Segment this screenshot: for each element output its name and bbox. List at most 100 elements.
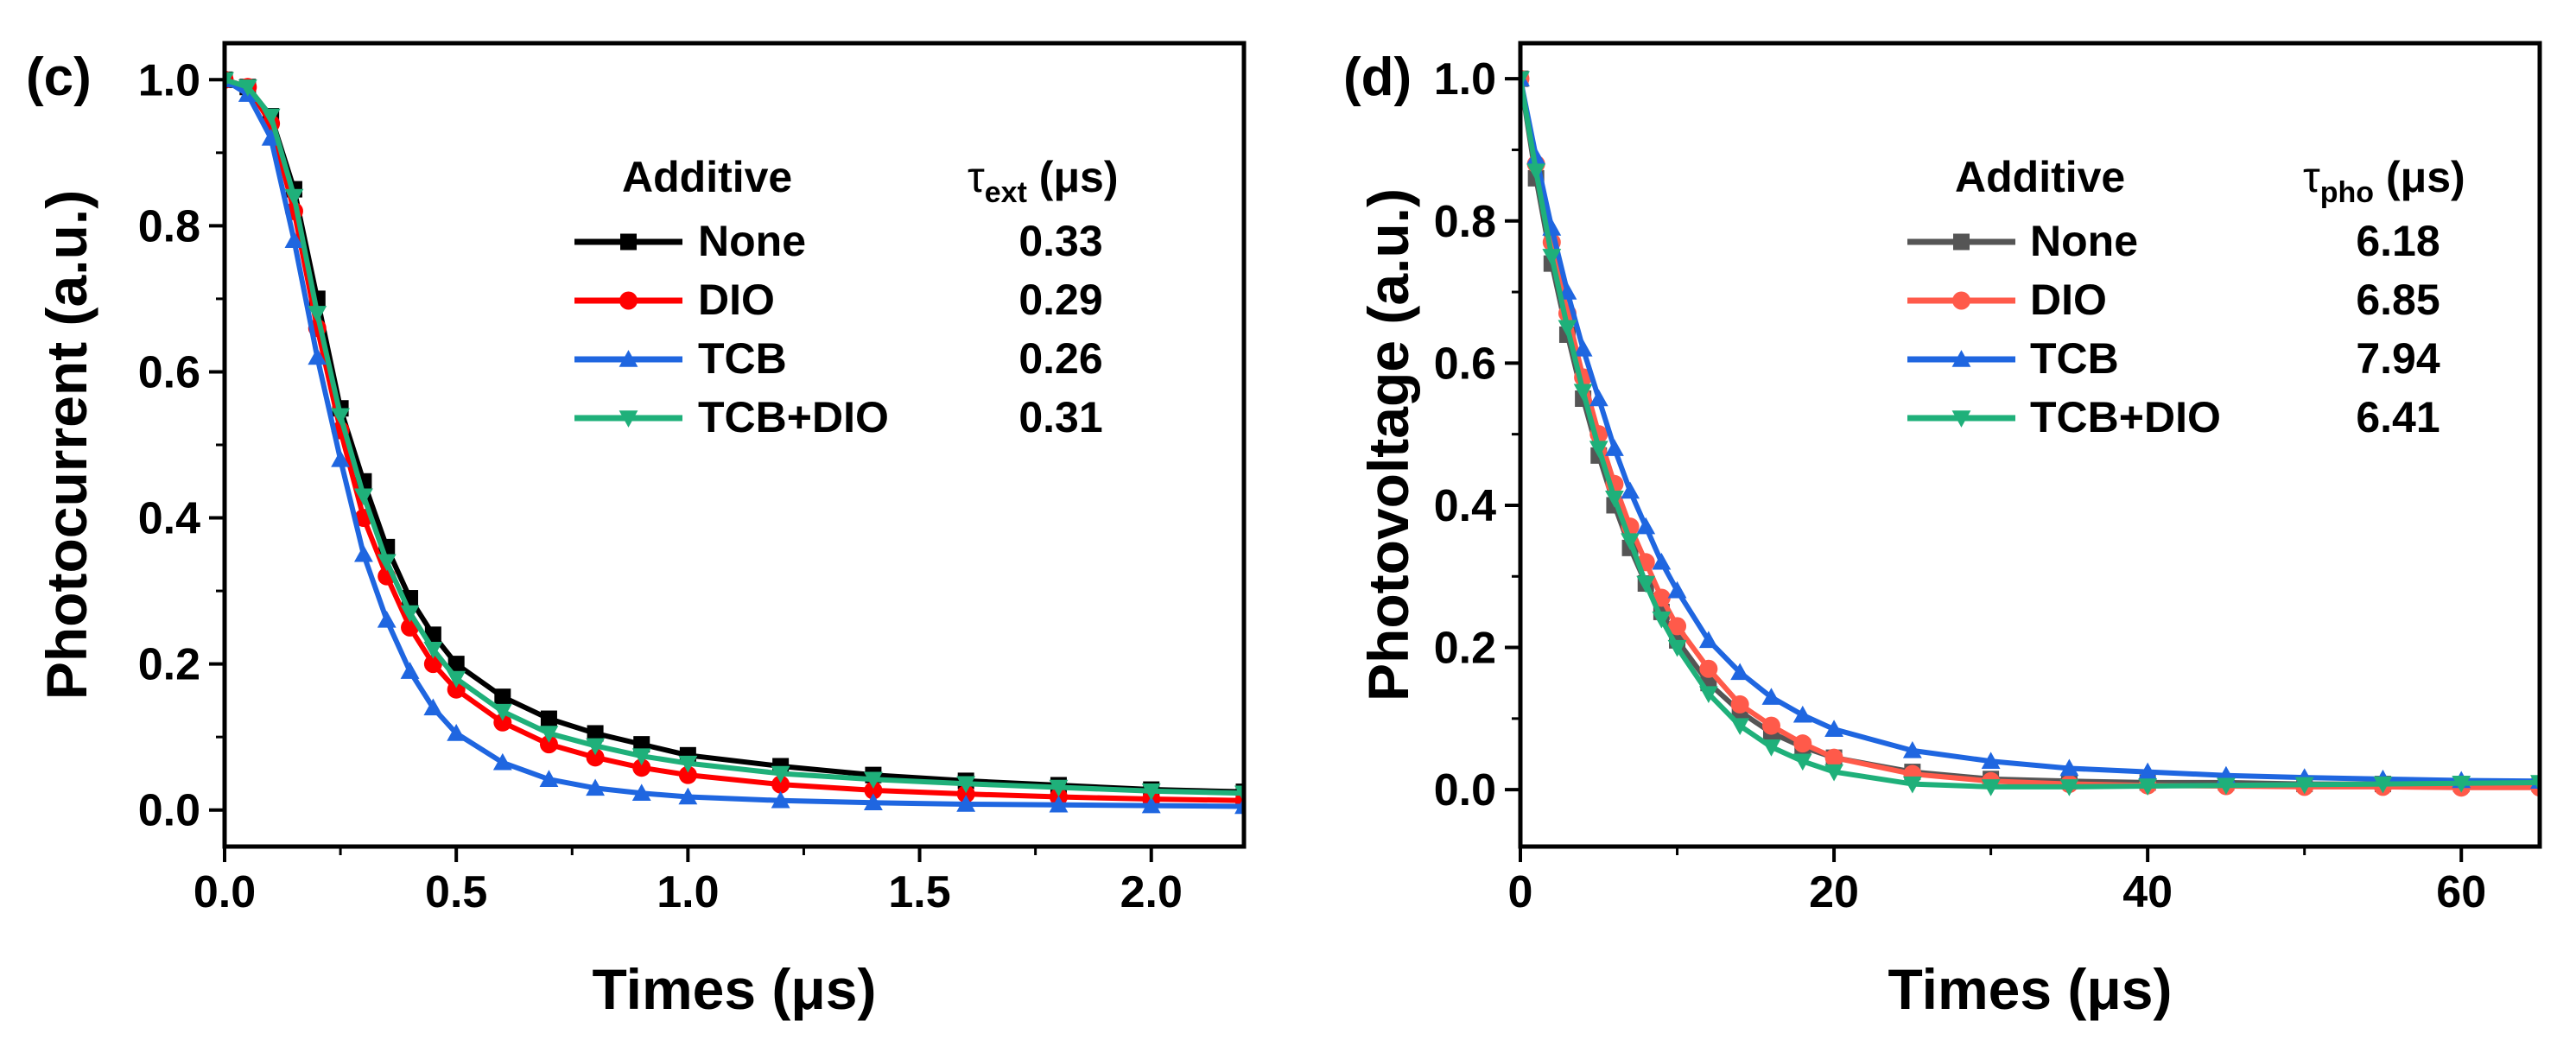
data-point bbox=[331, 449, 351, 467]
data-point bbox=[1793, 734, 1812, 753]
data-point bbox=[1981, 752, 2001, 769]
legend-swatch-marker bbox=[1952, 291, 1970, 310]
data-point bbox=[631, 783, 651, 802]
legend-value: 0.31 bbox=[1018, 393, 1102, 441]
x-tick-label: 40 bbox=[2122, 867, 2173, 917]
data-point bbox=[1730, 718, 1750, 736]
data-point bbox=[353, 488, 373, 506]
legend-value-header: τpho (μs) bbox=[2303, 153, 2465, 209]
series-tcb-dio bbox=[225, 72, 1244, 803]
data-point bbox=[1526, 163, 1546, 181]
legend-swatch-marker bbox=[1951, 410, 1971, 428]
data-point bbox=[377, 610, 397, 628]
data-point bbox=[493, 713, 512, 732]
data-point bbox=[1573, 384, 1593, 402]
series-tcb bbox=[225, 70, 1244, 815]
data-point bbox=[2059, 758, 2079, 777]
panel-label: (c) bbox=[26, 48, 92, 107]
y-tick-label: 0.8 bbox=[1434, 197, 1496, 247]
data-point bbox=[447, 680, 466, 699]
legend-entry: TCB+DIO 0.31 bbox=[574, 393, 1103, 441]
y-tick-label: 0.4 bbox=[138, 494, 200, 544]
legend-value: 6.18 bbox=[2356, 217, 2440, 265]
data-point bbox=[2294, 777, 2314, 795]
data-point bbox=[1049, 779, 1069, 797]
x-tick-label: 60 bbox=[2436, 867, 2486, 917]
x-tick-label: 2.0 bbox=[1120, 867, 1183, 917]
data-point bbox=[1792, 705, 1812, 723]
y-tick-label: 0.0 bbox=[138, 786, 200, 836]
y-tick-label: 0.6 bbox=[1434, 339, 1496, 389]
legend-label: TCB+DIO bbox=[698, 393, 889, 441]
plot-frame bbox=[1518, 41, 2542, 849]
data-point bbox=[494, 688, 511, 706]
data-point bbox=[447, 656, 465, 673]
data-point bbox=[539, 726, 559, 743]
y-tick-label: 0.2 bbox=[138, 640, 200, 690]
data-point bbox=[1902, 776, 1922, 794]
data-point bbox=[956, 784, 975, 803]
y-axis-title: Photovoltage (a.u.) bbox=[1356, 188, 1420, 701]
plot-frame bbox=[222, 41, 1247, 849]
legend-swatch-marker bbox=[619, 410, 638, 428]
x-tick-label: 0.5 bbox=[425, 867, 487, 917]
legend-label: TCB bbox=[2030, 334, 2119, 383]
data-point bbox=[1902, 740, 1922, 758]
data-point bbox=[1667, 580, 1687, 599]
legend-header-symbol: τ bbox=[968, 153, 985, 201]
data-point bbox=[2373, 776, 2393, 794]
data-point bbox=[1761, 739, 1781, 757]
data-point bbox=[1049, 795, 1069, 813]
y-tick-label: 0.6 bbox=[138, 347, 200, 397]
legend-header-symbol: τ bbox=[2303, 153, 2320, 201]
data-point bbox=[539, 770, 559, 787]
data-point bbox=[261, 108, 281, 126]
data-point bbox=[492, 752, 512, 771]
legend-title: Additive bbox=[622, 153, 792, 201]
legend-value: 7.94 bbox=[2356, 334, 2440, 383]
data-point bbox=[1141, 783, 1161, 801]
data-point bbox=[863, 793, 883, 811]
data-point bbox=[1981, 779, 2001, 796]
data-point bbox=[771, 790, 790, 809]
data-point bbox=[308, 347, 327, 365]
x-axis-title: Times (μs) bbox=[593, 957, 877, 1021]
data-point bbox=[1604, 439, 1624, 456]
data-point bbox=[1824, 720, 1844, 737]
legend-value: 6.41 bbox=[2356, 393, 2440, 441]
data-point bbox=[492, 703, 512, 721]
data-point bbox=[633, 736, 650, 753]
data-point bbox=[678, 765, 697, 784]
data-point bbox=[400, 662, 420, 679]
data-point bbox=[771, 765, 790, 783]
data-point bbox=[1667, 639, 1687, 657]
legend-entry: TCB+DIO 6.41 bbox=[1907, 393, 2440, 441]
data-point bbox=[1141, 796, 1161, 814]
data-point bbox=[331, 408, 351, 426]
data-point bbox=[1668, 617, 1687, 636]
legend-header-sub: pho bbox=[2320, 176, 2374, 209]
x-axis-title: Times (μs) bbox=[1888, 957, 2173, 1021]
data-point bbox=[1621, 481, 1640, 499]
data-point bbox=[1604, 490, 1624, 508]
legend-label: DIO bbox=[2030, 276, 2107, 324]
legend-label: TCB bbox=[698, 334, 787, 383]
x-tick-label: 0.0 bbox=[194, 867, 256, 917]
x-tick-label: 1.5 bbox=[888, 867, 950, 917]
data-point bbox=[1699, 659, 1718, 678]
y-tick-label: 1.0 bbox=[138, 55, 200, 105]
legend-value: 0.29 bbox=[1018, 276, 1102, 324]
legend-swatch-marker bbox=[1951, 350, 1971, 367]
data-point bbox=[771, 775, 790, 794]
data-point bbox=[678, 755, 698, 773]
series-line bbox=[225, 77, 1244, 803]
legend-entry: DIO 6.85 bbox=[1907, 276, 2440, 324]
data-point bbox=[1589, 441, 1608, 459]
legend-swatch-marker bbox=[619, 291, 638, 310]
data-point bbox=[1652, 588, 1671, 607]
data-point bbox=[587, 725, 604, 742]
data-point bbox=[238, 79, 257, 97]
data-point bbox=[447, 670, 466, 688]
data-point bbox=[423, 655, 442, 674]
